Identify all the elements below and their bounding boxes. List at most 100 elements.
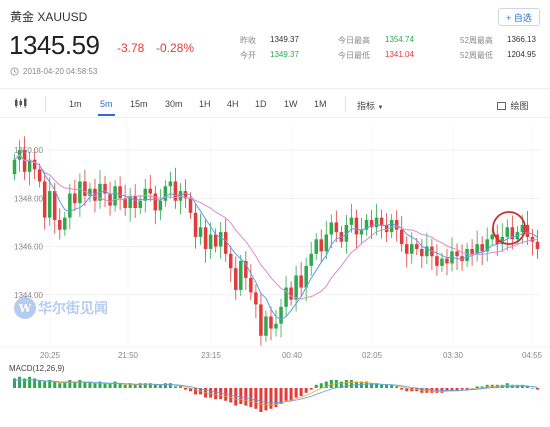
candle-body <box>354 217 359 235</box>
macd-bar <box>375 383 379 388</box>
macd-bar <box>269 388 273 409</box>
macd-bar <box>289 388 293 401</box>
candle-body <box>309 253 313 266</box>
candle-body <box>12 159 17 175</box>
x-tick-label: 23:15 <box>201 351 222 360</box>
candle-body <box>460 256 464 262</box>
candle-body <box>359 229 364 235</box>
tab-30m[interactable]: 30m <box>165 99 183 109</box>
open-label: 今开 <box>240 51 256 60</box>
candle-body <box>244 261 248 278</box>
indicator-dropdown[interactable]: 指标 ▼ <box>357 99 383 112</box>
candle-body <box>505 227 510 237</box>
candle-body <box>63 217 67 230</box>
high-value: 1354.74 <box>385 35 414 44</box>
macd-bar <box>365 381 369 388</box>
candle-body <box>525 224 530 237</box>
macd-bar <box>314 384 318 388</box>
candle-body <box>490 234 494 240</box>
macd-bar <box>138 383 142 388</box>
macd-bar <box>535 388 539 390</box>
macd-bar <box>249 388 253 408</box>
macd-bar <box>339 381 343 388</box>
macd-bar <box>183 388 187 390</box>
macd-bar <box>83 381 87 388</box>
macd-bar <box>445 388 449 392</box>
candle-body <box>389 220 394 233</box>
macd-bar <box>259 388 263 412</box>
clock-icon <box>10 67 19 76</box>
candle-body <box>470 248 474 254</box>
tab-15m[interactable]: 15m <box>130 99 148 109</box>
macd-bar <box>324 381 328 388</box>
instrument-title: 黄金 XAUUSD <box>10 10 88 24</box>
add-watchlist-button[interactable]: + 自选 <box>498 8 540 26</box>
macd-bar <box>103 383 107 388</box>
candle-body <box>485 239 489 252</box>
price-chart[interactable]: 1344.00 1346.00 1348.00 1350.00 20:25 21:50 23… <box>0 118 550 427</box>
candle-body <box>254 292 258 305</box>
macd-bar <box>395 386 399 388</box>
candle-body <box>324 234 329 252</box>
macd-bar <box>33 378 37 388</box>
y-tick-label: 1348.00 <box>14 194 43 203</box>
candle-type-icon[interactable] <box>14 97 28 111</box>
candle-body <box>319 239 324 252</box>
tab-1w[interactable]: 1W <box>284 99 298 109</box>
candle-body <box>78 181 82 204</box>
candle-body <box>289 287 293 300</box>
macd-bar <box>163 383 167 388</box>
macd-bar <box>244 388 248 406</box>
tab-1mo[interactable]: 1M <box>314 99 327 109</box>
macd-bar <box>38 380 42 388</box>
macd-bar <box>385 384 389 388</box>
macd-bar <box>53 381 57 388</box>
macd-bar <box>219 388 223 400</box>
macd-bar <box>254 388 258 409</box>
tab-1m[interactable]: 1m <box>69 99 82 109</box>
candle-body <box>143 188 148 201</box>
candle-body <box>435 256 439 266</box>
tab-1d[interactable]: 1D <box>255 99 267 109</box>
macd-bar <box>430 388 434 393</box>
candle-body <box>364 220 369 230</box>
candle-body <box>379 217 384 225</box>
candle-body <box>32 159 37 170</box>
macd-bar <box>380 384 384 388</box>
macd-bar <box>143 383 147 388</box>
candle-body <box>284 287 288 307</box>
candle-body <box>228 253 233 269</box>
y-tick-label: 1346.00 <box>14 243 43 252</box>
candle-body <box>455 251 459 257</box>
macd-bar <box>18 376 22 388</box>
macd-bar <box>189 388 193 392</box>
macd-bar <box>48 380 52 388</box>
candle-body <box>274 323 278 329</box>
macd-bar <box>410 388 414 392</box>
candle-body <box>234 268 238 290</box>
macd-bar <box>194 388 198 395</box>
macd-bar <box>309 388 313 390</box>
watermark-text: 华尔街见闻 <box>38 300 108 316</box>
macd-bar <box>304 388 308 393</box>
candle-body <box>425 246 429 257</box>
macd-bar <box>158 384 162 388</box>
macd-bar <box>344 380 348 388</box>
candle-body <box>344 224 349 242</box>
macd-bar <box>148 383 152 388</box>
tab-4h[interactable]: 4H <box>227 99 239 109</box>
tab-1h[interactable]: 1H <box>199 99 211 109</box>
candle-body <box>299 275 303 288</box>
x-tick-label: 04:55 <box>522 351 543 360</box>
candle-body <box>153 193 158 211</box>
price-change-pct: -0.28% <box>156 41 195 55</box>
macd-bar <box>63 381 67 388</box>
tab-5m[interactable]: 5m <box>98 99 114 116</box>
candle-body <box>93 188 97 201</box>
x-tick-label: 03:30 <box>443 351 464 360</box>
candle-body <box>399 229 404 245</box>
macd-bar <box>78 380 82 388</box>
candle-body <box>47 191 52 218</box>
candle-body <box>168 181 173 187</box>
draw-tool-button[interactable]: 绘图 <box>497 99 529 112</box>
